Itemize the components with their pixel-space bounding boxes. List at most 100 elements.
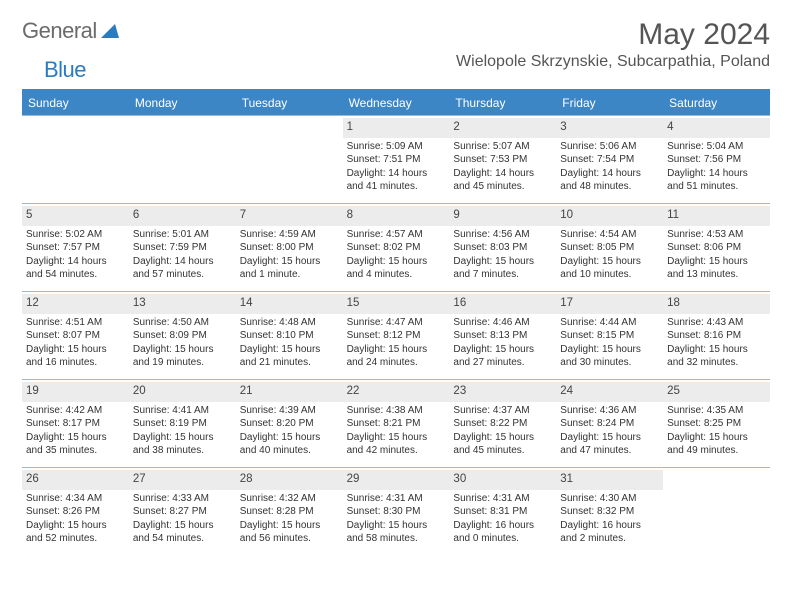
calendar-cell: 16Sunrise: 4:46 AMSunset: 8:13 PMDayligh… [449, 291, 556, 379]
cell-line: Daylight: 16 hours [453, 519, 552, 533]
day-number: 12 [22, 294, 129, 314]
calendar-cell: 18Sunrise: 4:43 AMSunset: 8:16 PMDayligh… [663, 291, 770, 379]
calendar-cell: 2Sunrise: 5:07 AMSunset: 7:53 PMDaylight… [449, 115, 556, 203]
cell-line: Daylight: 15 hours [347, 343, 446, 357]
calendar-cell-blank [663, 467, 770, 555]
cell-line: and 0 minutes. [453, 532, 552, 546]
cell-line: Sunrise: 4:47 AM [347, 316, 446, 330]
cell-line: Daylight: 15 hours [347, 519, 446, 533]
cell-line: and 48 minutes. [560, 180, 659, 194]
cell-line: Daylight: 15 hours [133, 519, 232, 533]
day-number: 2 [449, 118, 556, 138]
calendar-cell: 11 Sunrise: 4:53 AMSunset: 8:06 PMDayligh… [663, 203, 770, 291]
cell-line: Sunrise: 4:44 AM [560, 316, 659, 330]
cell-line: Sunset: 8:28 PM [240, 505, 339, 519]
calendar-cell: 22Sunrise: 4:38 AMSunset: 8:21 PMDayligh… [343, 379, 450, 467]
cell-line: Sunset: 8:27 PM [133, 505, 232, 519]
cell-line: Daylight: 15 hours [347, 255, 446, 269]
cell-line: Sunset: 8:06 PM [667, 241, 766, 255]
cell-line: Sunset: 8:00 PM [240, 241, 339, 255]
calendar-cell: 4Sunrise: 5:04 AMSunset: 7:56 PMDaylight… [663, 115, 770, 203]
cell-line: Daylight: 15 hours [26, 519, 125, 533]
title-block: May 2024 Wielopole Skrzynskie, Subcarpat… [456, 18, 770, 71]
cell-line: Daylight: 15 hours [560, 255, 659, 269]
cell-line: and 13 minutes. [667, 268, 766, 282]
cell-line: and 40 minutes. [240, 444, 339, 458]
cell-line: Daylight: 15 hours [240, 255, 339, 269]
cell-line: Sunrise: 4:41 AM [133, 404, 232, 418]
cell-line: and 42 minutes. [347, 444, 446, 458]
cell-line: and 57 minutes. [133, 268, 232, 282]
calendar-cell: 25Sunrise: 4:35 AMSunset: 8:25 PMDayligh… [663, 379, 770, 467]
cell-line: and 45 minutes. [453, 180, 552, 194]
cell-line: Sunset: 8:26 PM [26, 505, 125, 519]
calendar-cell: 8Sunrise: 4:57 AMSunset: 8:02 PMDaylight… [343, 203, 450, 291]
day-number: 11 [663, 206, 770, 226]
cell-line: Sunset: 8:17 PM [26, 417, 125, 431]
calendar-cell: 6Sunrise: 5:01 AMSunset: 7:59 PMDaylight… [129, 203, 236, 291]
cell-line: and 32 minutes. [667, 356, 766, 370]
cell-line: Sunrise: 4:35 AM [667, 404, 766, 418]
cell-line: Sunrise: 4:36 AM [560, 404, 659, 418]
day-number: 26 [22, 470, 129, 490]
calendar-cell: 5Sunrise: 5:02 AMSunset: 7:57 PMDaylight… [22, 203, 129, 291]
cell-line: Sunrise: 4:31 AM [347, 492, 446, 506]
cell-line: and 49 minutes. [667, 444, 766, 458]
day-label: Tuesday [236, 91, 343, 115]
day-number: 19 [22, 382, 129, 402]
cell-line: Sunset: 8:25 PM [667, 417, 766, 431]
cell-line: and 41 minutes. [347, 180, 446, 194]
calendar-cell: 30Sunrise: 4:31 AMSunset: 8:31 PMDayligh… [449, 467, 556, 555]
cell-line: Sunrise: 4:42 AM [26, 404, 125, 418]
calendar-cell: 1Sunrise: 5:09 AMSunset: 7:51 PMDaylight… [343, 115, 450, 203]
calendar-cell: 15Sunrise: 4:47 AMSunset: 8:12 PMDayligh… [343, 291, 450, 379]
day-number: 17 [556, 294, 663, 314]
cell-line: Sunrise: 5:07 AM [453, 140, 552, 154]
cell-line: Sunrise: 4:43 AM [667, 316, 766, 330]
cell-line: Sunrise: 4:56 AM [453, 228, 552, 242]
cell-line: Sunset: 7:56 PM [667, 153, 766, 167]
cell-line: Sunset: 8:02 PM [347, 241, 446, 255]
calendar-grid: SundayMondayTuesdayWednesdayThursdayFrid… [22, 89, 770, 555]
calendar-cell: 9Sunrise: 4:56 AMSunset: 8:03 PMDaylight… [449, 203, 556, 291]
day-number: 23 [449, 382, 556, 402]
cell-line: Daylight: 15 hours [667, 255, 766, 269]
cell-line: Daylight: 15 hours [667, 343, 766, 357]
cell-line: Sunset: 8:03 PM [453, 241, 552, 255]
cell-line: and 7 minutes. [453, 268, 552, 282]
day-number: 15 [343, 294, 450, 314]
calendar-cell: 3Sunrise: 5:06 AMSunset: 7:54 PMDaylight… [556, 115, 663, 203]
cell-line: Sunset: 7:57 PM [26, 241, 125, 255]
day-number: 1 [343, 118, 450, 138]
calendar-cell: 7Sunrise: 4:59 AMSunset: 8:00 PMDaylight… [236, 203, 343, 291]
cell-line: and 30 minutes. [560, 356, 659, 370]
day-number: 9 [449, 206, 556, 226]
cell-line: Sunset: 7:59 PM [133, 241, 232, 255]
cell-line: and 10 minutes. [560, 268, 659, 282]
cell-line: Daylight: 16 hours [560, 519, 659, 533]
cell-line: Daylight: 15 hours [240, 343, 339, 357]
day-label: Monday [129, 91, 236, 115]
day-number: 3 [556, 118, 663, 138]
cell-line: Daylight: 15 hours [240, 431, 339, 445]
day-number: 31 [556, 470, 663, 490]
cell-line: Sunrise: 4:32 AM [240, 492, 339, 506]
day-number: 20 [129, 382, 236, 402]
cell-line: Sunrise: 4:33 AM [133, 492, 232, 506]
cell-line: and 2 minutes. [560, 532, 659, 546]
day-number: 28 [236, 470, 343, 490]
cell-line: Sunset: 8:22 PM [453, 417, 552, 431]
calendar-cell: 27Sunrise: 4:33 AMSunset: 8:27 PMDayligh… [129, 467, 236, 555]
cell-line: and 19 minutes. [133, 356, 232, 370]
cell-line: Sunrise: 4:59 AM [240, 228, 339, 242]
cell-line: Daylight: 15 hours [560, 343, 659, 357]
day-number: 18 [663, 294, 770, 314]
cell-line: Sunrise: 4:46 AM [453, 316, 552, 330]
cell-line: Sunrise: 4:50 AM [133, 316, 232, 330]
calendar-cell: 14Sunrise: 4:48 AMSunset: 8:10 PMDayligh… [236, 291, 343, 379]
cell-line: Sunrise: 4:53 AM [667, 228, 766, 242]
calendar-cell: 17 Sunrise: 4:44 AMSunset: 8:15 PMDayligh… [556, 291, 663, 379]
cell-line: Sunset: 8:15 PM [560, 329, 659, 343]
cell-line: and 21 minutes. [240, 356, 339, 370]
day-number: 5 [22, 206, 129, 226]
